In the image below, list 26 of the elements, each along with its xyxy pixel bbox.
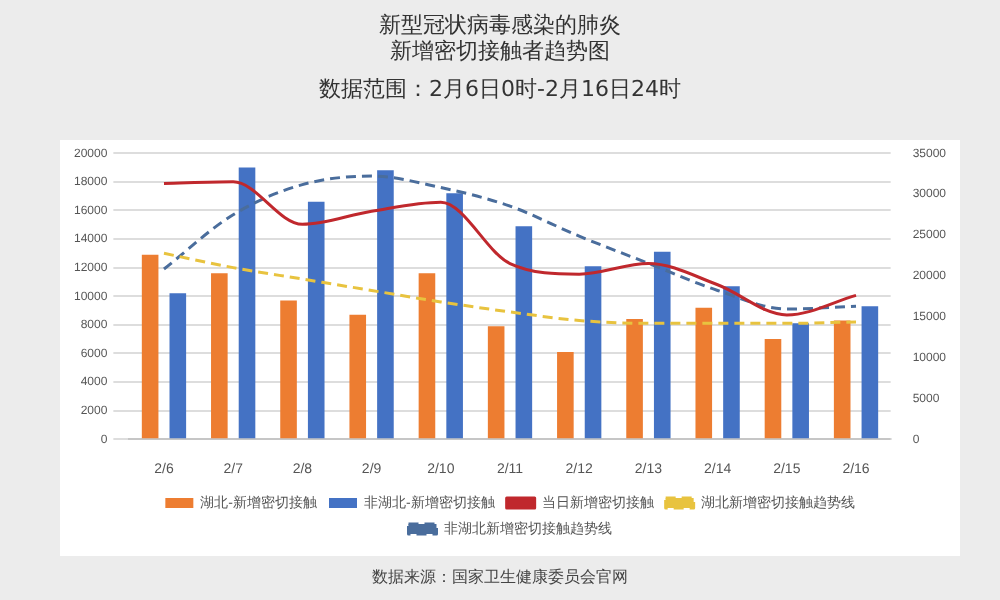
bar — [557, 351, 574, 439]
bar — [141, 254, 159, 439]
bar — [446, 193, 463, 439]
bar — [792, 323, 809, 439]
chart-subtitle: 数据范围：2月6日0时-2月16日24时 — [317, 74, 683, 104]
bar — [764, 339, 782, 439]
bar — [238, 167, 256, 439]
bar — [861, 306, 879, 439]
bar — [418, 273, 436, 439]
source-note: 数据来源：国家卫生健康委员会官网 — [372, 568, 628, 586]
bar — [515, 226, 533, 439]
bar — [349, 314, 367, 439]
bar — [833, 320, 851, 439]
bar — [653, 251, 671, 439]
bar — [487, 326, 505, 439]
bar — [280, 300, 297, 439]
bar — [211, 273, 228, 439]
line-series — [162, 251, 858, 325]
bar — [169, 293, 187, 439]
bar — [584, 266, 602, 439]
bar — [695, 307, 713, 439]
bar — [377, 170, 394, 439]
chart-title: 新型冠状病毒感染的肺炎新增密切接触者趋势图 — [377, 12, 623, 64]
bar — [307, 201, 325, 439]
bar — [723, 286, 740, 439]
bar — [626, 319, 643, 439]
